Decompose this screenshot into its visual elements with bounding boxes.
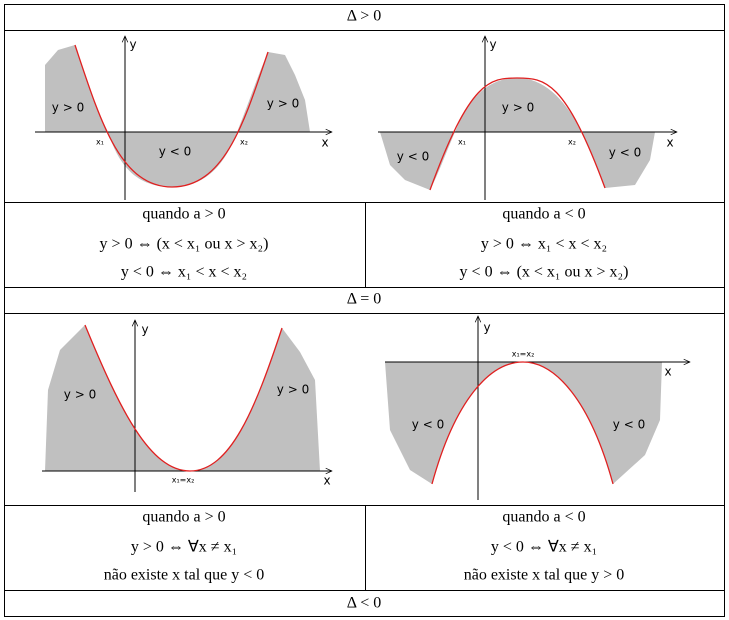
section-heading: Δ = 0 — [347, 291, 381, 308]
graph-label: y — [483, 321, 490, 335]
graph-label: y < 0 — [412, 418, 444, 432]
caption-line: quando a > 0 — [142, 206, 225, 223]
graph-label: x — [664, 365, 671, 379]
caption-line: y > 0 ⇔ x₁ < x < x₂ — [481, 236, 607, 253]
graph-label: y > 0 — [267, 97, 299, 111]
caption-line: y > 0 ⇔ (x < x₁ ou x > x₂) — [100, 236, 269, 253]
graph-label: y < 0 — [609, 146, 641, 160]
section-heading: Δ > 0 — [347, 8, 381, 25]
caption-line: y < 0 ⇔ ∀x ≠ x₁ — [491, 539, 597, 556]
graph-label: x₂ — [568, 138, 576, 147]
graph-label: x — [321, 136, 328, 150]
graph-label: x — [666, 136, 673, 150]
graph-label: y < 0 — [159, 145, 191, 159]
graph-label: y — [129, 38, 136, 52]
graph-a-pos-one-root — [42, 320, 332, 492]
graph-label: y > 0 — [502, 101, 534, 115]
table-rules — [4, 4, 725, 617]
graph-label: x₁=x₂ — [512, 350, 535, 359]
graph-a-pos-two-roots — [35, 36, 332, 200]
graph-label: y < 0 — [613, 418, 645, 432]
graph-a-neg-one-root — [385, 316, 690, 500]
graph-label: y > 0 — [52, 101, 84, 115]
caption-line: y > 0 ⇔ ∀x ≠ x₁ — [131, 539, 237, 556]
caption-line: y < 0 ⇔ x₁ < x < x₂ — [121, 264, 247, 281]
graph-label: y — [489, 38, 496, 52]
graph-label: y > 0 — [64, 388, 96, 402]
graph-label: x — [323, 474, 330, 488]
caption-line: quando a < 0 — [502, 206, 585, 223]
graph-label: x₁=x₂ — [172, 476, 195, 485]
graph-label: x₁ — [96, 138, 104, 147]
graph-a-neg-two-roots — [378, 36, 677, 200]
graph-label: x₁ — [458, 138, 466, 147]
caption-line: y < 0 ⇔ (x < x₁ ou x > x₂) — [460, 264, 629, 281]
section-heading: Δ < 0 — [347, 595, 381, 612]
graph-label: y < 0 — [397, 150, 429, 164]
graph-label: y — [141, 323, 148, 337]
caption-line: não existe x tal que y > 0 — [464, 567, 625, 584]
graph-label: y > 0 — [277, 383, 309, 397]
caption-line: não existe x tal que y < 0 — [104, 567, 265, 584]
graph-label: x₂ — [240, 138, 248, 147]
caption-line: quando a < 0 — [502, 509, 585, 526]
caption-line: quando a > 0 — [142, 509, 225, 526]
